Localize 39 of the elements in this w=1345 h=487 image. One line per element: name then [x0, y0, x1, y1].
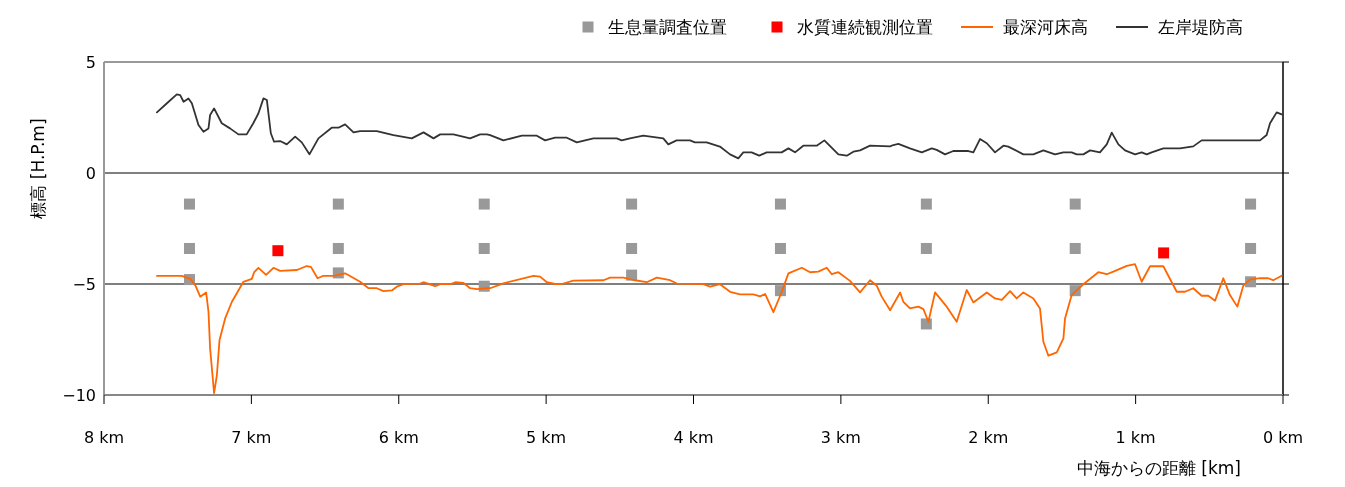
point	[332, 198, 344, 210]
x-tick-label: 6 km	[378, 428, 419, 447]
point	[183, 198, 195, 210]
legend-label: 左岸堤防高	[1158, 17, 1243, 37]
point	[272, 245, 284, 257]
legend-label: 生息量調査位置	[608, 17, 727, 37]
legend-label: 水質連続観測位置	[797, 17, 933, 37]
point	[1245, 242, 1257, 254]
y-tick-label: 0	[85, 164, 96, 183]
point	[1069, 198, 1081, 210]
point	[1069, 242, 1081, 254]
point	[332, 242, 344, 254]
line-series	[156, 93, 1283, 160]
y-axis-title: 標高 [H.P.m]	[28, 118, 48, 219]
x-tick-label: 0 km	[1262, 428, 1304, 447]
line-series	[156, 263, 1283, 395]
point	[478, 198, 490, 210]
point	[920, 242, 932, 254]
y-tick-label: 5	[85, 53, 96, 72]
y-tick-label: −5	[72, 275, 96, 294]
point	[1158, 247, 1170, 259]
point	[920, 198, 932, 210]
point	[774, 242, 786, 254]
point	[774, 198, 786, 210]
x-tick-label: 1 km	[1115, 428, 1156, 447]
x-tick-label: 5 km	[526, 428, 567, 447]
point	[478, 242, 490, 254]
x-tick-label: 3 km	[820, 428, 861, 447]
x-tick-label: 2 km	[968, 428, 1009, 447]
point	[626, 242, 638, 254]
x-tick-label: 4 km	[673, 428, 714, 447]
y-tick-label: −10	[62, 386, 96, 405]
point	[183, 242, 195, 254]
x-axis-title: 中海からの距離 [km]	[1076, 458, 1241, 478]
point	[1245, 198, 1257, 210]
x-tick-label: 8 km	[83, 428, 125, 447]
x-tick-label: 7 km	[231, 428, 272, 447]
point	[626, 198, 638, 210]
legend-label: 最深河床高	[1003, 17, 1088, 37]
